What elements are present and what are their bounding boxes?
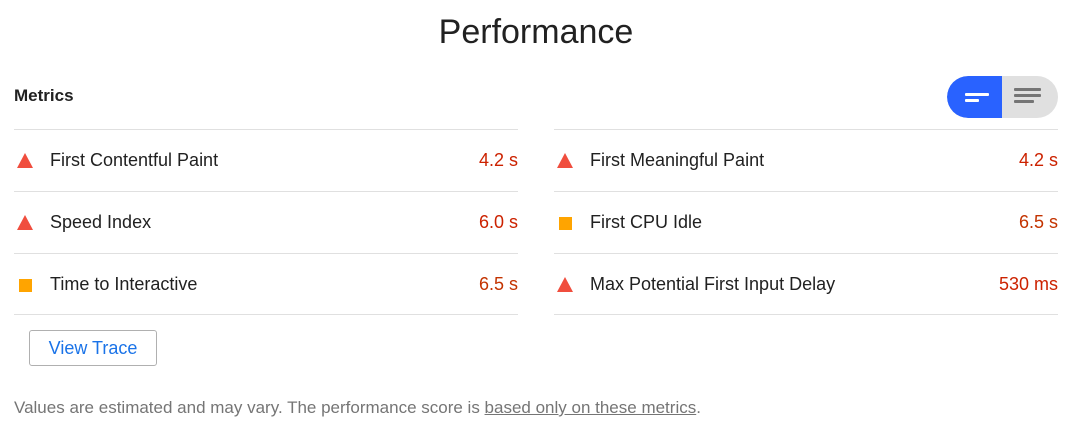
metric-row: Max Potential First Input Delay 530 ms — [554, 253, 1058, 315]
fail-triangle-icon — [17, 215, 33, 231]
compact-view-button[interactable] — [1002, 76, 1057, 118]
expanded-view-button[interactable] — [947, 76, 1002, 118]
metric-name: First CPU Idle — [590, 212, 703, 232]
metric-value: 4.2 s — [478, 150, 518, 170]
metric-name: Time to Interactive — [50, 274, 198, 294]
view-trace-button[interactable]: View Trace — [29, 330, 157, 366]
average-square-icon — [17, 277, 33, 293]
footnote: Values are estimated and may vary. The p… — [14, 398, 701, 418]
metric-name: Max Potential First Input Delay — [590, 274, 836, 294]
metrics-heading: Metrics — [14, 86, 74, 105]
metric-row: First CPU Idle 6.5 s — [554, 191, 1058, 253]
metric-row: First Contentful Paint 4.2 s — [14, 129, 518, 191]
metrics-column-left: First Contentful Paint 4.2 s Speed Index 6.… — [14, 129, 518, 315]
metric-row: Time to Interactive 6.5 s — [14, 253, 518, 315]
fail-triangle-icon — [557, 153, 573, 169]
metric-value: 6.5 s — [478, 274, 518, 294]
metric-name: First Contentful Paint — [50, 150, 219, 170]
metric-row: Speed Index 6.0 s — [14, 191, 518, 253]
metric-value: 530 ms — [998, 274, 1058, 294]
metric-name: First Meaningful Paint — [590, 150, 765, 170]
metric-name: Speed Index — [50, 212, 152, 232]
metric-value: 4.2 s — [1018, 150, 1058, 170]
metric-value: 6.0 s — [478, 212, 518, 232]
metrics-column-right: First Meaningful Paint 4.2 s First CPU Idl… — [554, 129, 1058, 315]
page-title: Performance — [438, 13, 634, 51]
fail-triangle-icon — [557, 277, 573, 293]
footnote-text: Values are estimated and may vary. The p… — [14, 398, 485, 417]
average-square-icon — [557, 215, 573, 231]
metrics-link[interactable]: based only on these metrics — [484, 398, 697, 417]
metric-value: 6.5 s — [1018, 212, 1058, 232]
metrics-view-toggle[interactable] — [947, 76, 1058, 118]
metric-row: First Meaningful Paint 4.2 s — [554, 129, 1058, 191]
footnote-period: . — [696, 398, 701, 417]
fail-triangle-icon — [17, 153, 33, 169]
